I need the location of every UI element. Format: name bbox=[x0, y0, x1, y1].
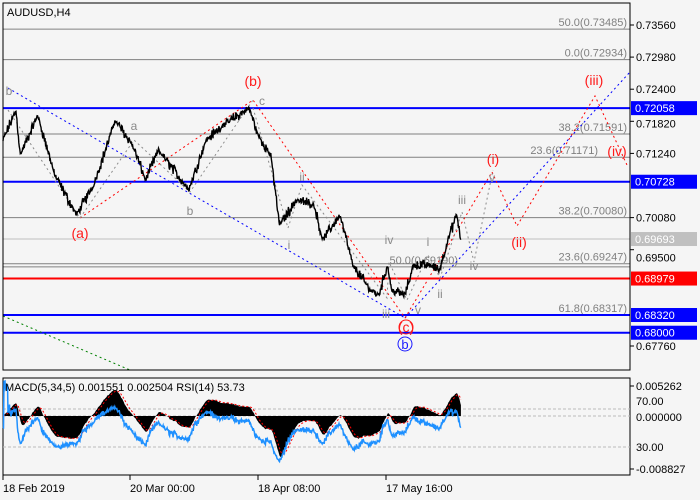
y-tick-label: 0.69500 bbox=[636, 253, 676, 265]
price-level-label: 0.72058 bbox=[635, 103, 675, 115]
wave-label: iv bbox=[470, 259, 479, 273]
y-tick-label: 0.71820 bbox=[636, 118, 676, 130]
price-level-box bbox=[631, 325, 697, 340]
wave-label: (c) bbox=[398, 319, 414, 335]
x-tick-label: 20 Mar 00:00 bbox=[130, 483, 195, 495]
wave-circle bbox=[397, 336, 413, 352]
time-axis: 18 Feb 2019 20 Mar 00:00 18 Apr 08:00 17… bbox=[2, 475, 453, 495]
indicator-axis: 0.005262 70.00 0.000000 30.00 -0.008827 bbox=[630, 381, 686, 476]
wave-label: ii bbox=[299, 170, 304, 184]
price-level-box bbox=[631, 232, 697, 247]
y-tick-label: 0.70080 bbox=[636, 213, 676, 225]
wave-label: (iii) bbox=[585, 72, 604, 88]
price-level-box bbox=[631, 271, 697, 286]
y-tick-label: 0.71240 bbox=[636, 148, 676, 160]
fib-level-label: 38.2(0.71591) bbox=[559, 122, 628, 134]
price-level-box bbox=[631, 308, 697, 323]
green-dotted-line bbox=[2, 315, 131, 371]
blue-channel-line bbox=[7, 87, 406, 319]
wave-label: iv bbox=[385, 233, 394, 247]
wave-label: iii bbox=[458, 193, 466, 207]
wave-label: ii bbox=[437, 287, 442, 301]
fib-level-label: 0.0(0.72934) bbox=[565, 48, 627, 60]
wave-label: (iv) bbox=[607, 143, 626, 159]
wave-label: b bbox=[187, 204, 194, 218]
wave-label: v bbox=[415, 303, 421, 317]
y-tick-label: 0.72980 bbox=[636, 52, 676, 64]
horizontal-levels bbox=[3, 107, 630, 334]
fib-level-label: 23.6(0.71171) bbox=[530, 145, 598, 157]
red-projection-path bbox=[404, 94, 628, 319]
price-level-box bbox=[631, 174, 697, 189]
wave-label: (i) bbox=[487, 151, 499, 167]
fib-level-label: 61.8(0.68317) bbox=[559, 303, 628, 315]
wave-label: (b) bbox=[244, 73, 261, 89]
wave-label: v bbox=[489, 171, 495, 185]
y-tick-label: -0.008827 bbox=[636, 464, 686, 476]
wave-label: b bbox=[401, 337, 408, 352]
y-tick-label: 0.72400 bbox=[636, 84, 676, 96]
y-tick-label: 0.67760 bbox=[636, 341, 676, 353]
x-tick-label: 18 Feb 2019 bbox=[3, 483, 65, 495]
price-level-label: 0.68320 bbox=[635, 310, 675, 322]
price-level-label: 0.70728 bbox=[635, 177, 675, 189]
price-level-box bbox=[631, 101, 697, 116]
wave-label: i bbox=[427, 235, 430, 249]
fib-level-label: 38.2(0.70080) bbox=[559, 206, 628, 218]
y-tick-label: 0.73560 bbox=[636, 20, 676, 32]
gray-wave-path bbox=[7, 99, 254, 219]
y-tick-label: 30.00 bbox=[636, 442, 664, 454]
wave-label: b bbox=[6, 84, 13, 98]
wave-label: c bbox=[259, 94, 265, 108]
indicator-title: MACD(5,34,5) 0.001551 0.002504 RSI(14) 5… bbox=[5, 382, 245, 394]
wave-label: iii bbox=[382, 307, 390, 321]
red-wave-path bbox=[79, 99, 406, 319]
price-series bbox=[2, 105, 462, 300]
x-tick-label: 18 Apr 08:00 bbox=[258, 483, 320, 495]
price-level-label: 0.69693 bbox=[635, 234, 675, 246]
main-chart-frame bbox=[2, 2, 631, 371]
wave-label: a bbox=[131, 119, 138, 133]
x-tick-label: 17 May 16:00 bbox=[386, 483, 453, 495]
y-tick-label: 0.005262 bbox=[636, 381, 682, 393]
y-tick-label: 0.000000 bbox=[636, 412, 682, 424]
y-tick-label: 70.00 bbox=[636, 396, 664, 408]
price-level-label: 0.68000 bbox=[635, 328, 675, 340]
wave-circle bbox=[398, 319, 414, 335]
fib-level-label: 50.0(0.73485) bbox=[559, 17, 628, 29]
wave-labels: b (a) a b (b) c i ii iv iii v (c) b i ii… bbox=[6, 72, 627, 352]
macd-histogram bbox=[3, 390, 461, 458]
wave-label: (a) bbox=[71, 225, 88, 241]
blue-trend-line bbox=[404, 71, 631, 319]
wave-label: (ii) bbox=[511, 234, 527, 250]
price-level-label: 0.68979 bbox=[635, 274, 675, 286]
symbol-title: AUDUSD,H4 bbox=[7, 7, 71, 19]
price-axis: 0.73560 0.72980 0.72400 0.71820 0.71240 0.700… bbox=[630, 20, 697, 353]
wave-label: i bbox=[288, 238, 291, 252]
rsi-line bbox=[2, 379, 462, 464]
fib-level-label: 23.6(0.69247) bbox=[559, 252, 628, 264]
